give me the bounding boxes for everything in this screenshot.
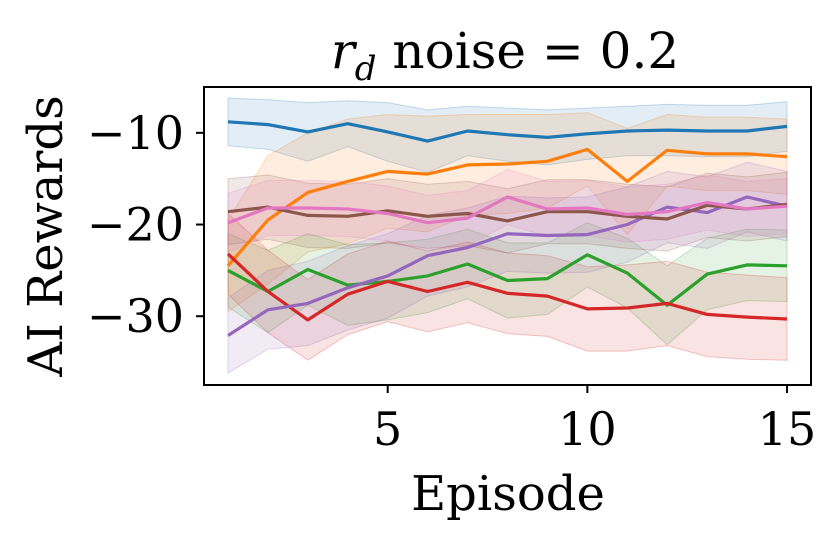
band-orange: [227, 112, 788, 313]
series-line-green: [227, 253, 788, 307]
x-tick-label: 15: [758, 402, 817, 456]
plot-frame: [203, 86, 812, 386]
chart-title-rest: noise = 0.2: [377, 22, 680, 80]
y-axis-ticks: −10 −20 −30: [87, 106, 204, 343]
y-axis-label: AI Rewards: [18, 95, 74, 377]
confidence-bands: [227, 97, 788, 374]
series-line-blue: [227, 120, 788, 143]
series-line-brown: [227, 202, 788, 223]
band-green: [227, 222, 788, 346]
x-tick-label: 5: [373, 402, 402, 456]
band-brown: [227, 171, 788, 254]
y-tick-label: −30: [87, 289, 184, 343]
x-axis-ticks: 5 10 15: [373, 385, 816, 456]
y-tick-label: −10: [87, 106, 184, 160]
band-pink: [227, 168, 788, 253]
series-lines: [226, 120, 788, 337]
x-axis-label: Episode: [411, 466, 605, 522]
chart-title-subscript: d: [355, 49, 377, 89]
series-line-orange: [226, 147, 788, 267]
series-line-pink: [227, 195, 788, 225]
chart-title: rd noise = 0.2: [331, 22, 679, 89]
x-tick-label: 10: [558, 402, 617, 456]
band-red: [227, 212, 788, 361]
series-line-red: [226, 252, 788, 322]
chart-title-symbol: r: [331, 22, 358, 80]
y-tick-label: −20: [87, 198, 184, 252]
